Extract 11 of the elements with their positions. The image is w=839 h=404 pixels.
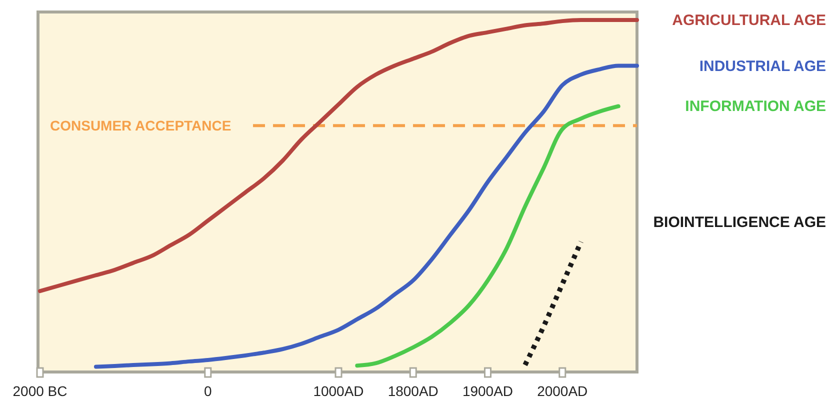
text: INFORMATION AGE	[685, 98, 826, 116]
x-tick-label: 2000AD	[537, 383, 588, 399]
x-tick-label: 2000 BC	[12, 383, 68, 399]
x-tick-label: 1900AD	[462, 383, 514, 399]
ref-line-label: CONSUMER ACCEPTANCE	[50, 118, 232, 134]
x-tick-label: 0	[204, 383, 212, 399]
text: INDUSTRIAL AGE	[699, 58, 826, 75]
x-tick-label: 1000AD	[313, 383, 364, 399]
x-tick-label: 1800AD	[388, 383, 438, 399]
text: BIOINTELLIGENCE AGE	[653, 214, 826, 231]
text: AGRICULTURAL AGE	[672, 12, 826, 29]
